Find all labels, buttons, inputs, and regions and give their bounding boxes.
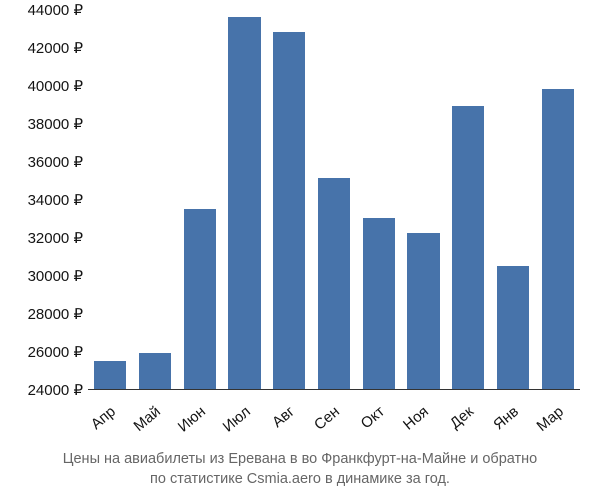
y-tick-label: 40000 ₽	[8, 77, 83, 95]
x-tick-label: Апр	[88, 403, 119, 433]
chart-caption: Цены на авиабилеты из Еревана в во Франк…	[0, 450, 600, 489]
x-tick-label: Окт	[357, 403, 387, 432]
plot-area	[88, 10, 580, 390]
bar	[452, 106, 484, 389]
y-tick-label: 30000 ₽	[8, 267, 83, 285]
chart-container: 44000 ₽ 42000 ₽ 40000 ₽ 38000 ₽ 36000 ₽ 34000…	[0, 0, 600, 500]
x-tick-label: Мар	[533, 403, 566, 435]
bar	[497, 266, 529, 390]
bar	[363, 218, 395, 389]
y-axis: 44000 ₽42000 ₽40000 ₽38000 ₽36000 ₽34000…	[8, 10, 83, 390]
y-tick-label: 34000 ₽	[8, 191, 83, 209]
y-tick-label: 26000 ₽	[8, 343, 83, 361]
bar	[139, 353, 171, 389]
bar	[94, 361, 126, 390]
y-tick-label: 28000 ₽	[8, 305, 83, 323]
bar	[184, 209, 216, 390]
y-tick-label: 44000 ₽	[8, 1, 83, 19]
x-tick-label: Ноя	[401, 403, 433, 434]
y-tick-label: 36000 ₽	[8, 153, 83, 171]
y-tick-label: 32000 ₽	[8, 229, 83, 247]
x-tick-label: Янв	[490, 403, 522, 433]
x-tick-label: Авг	[269, 403, 298, 431]
caption-line-1: Цены на авиабилеты из Еревана в во Франк…	[0, 450, 600, 470]
caption-line-2: по статистике Csmia.aero в динамике за г…	[0, 470, 600, 490]
bar	[318, 178, 350, 389]
x-tick-label: Дек	[447, 403, 477, 432]
x-tick-label: Июн	[175, 403, 209, 436]
x-axis-labels: Апр Май Июн Июл Авг Сен Окт Ноя Дек Янв Мар	[88, 393, 580, 443]
x-tick-label: Июл	[219, 403, 253, 436]
x-tick-label: Сен	[311, 403, 343, 434]
y-tick-label: 42000 ₽	[8, 39, 83, 57]
bar	[273, 32, 305, 389]
y-tick-label: 24000 ₽	[8, 381, 83, 399]
bar	[407, 233, 439, 389]
bar	[542, 89, 574, 389]
bar	[228, 17, 260, 389]
x-tick-label: Май	[131, 403, 164, 435]
y-tick-label: 38000 ₽	[8, 115, 83, 133]
